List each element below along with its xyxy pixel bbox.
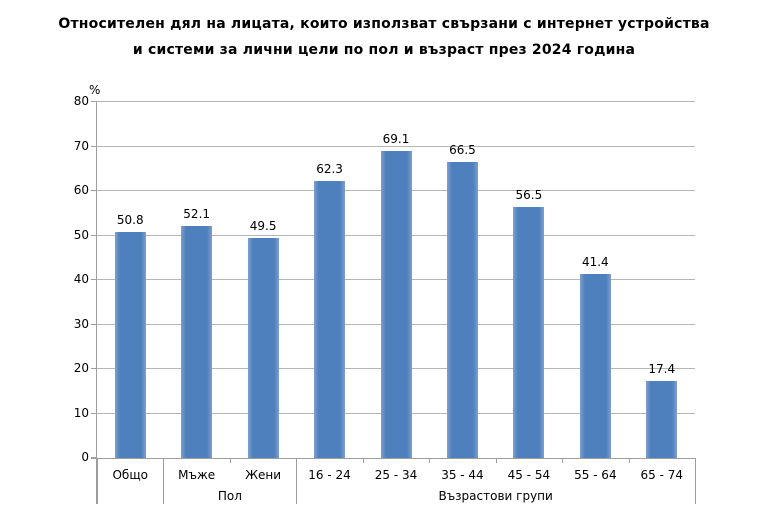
bar-value-label: 62.3: [316, 161, 343, 176]
x-category-label: Жени: [245, 468, 282, 482]
bar-value-label: 66.5: [449, 143, 476, 158]
bar: [646, 380, 678, 458]
bar: [181, 226, 213, 458]
y-tick-mark: [91, 234, 97, 236]
y-tick-mark: [91, 145, 97, 147]
bar-value-label: 17.4: [648, 361, 676, 376]
bar: [579, 273, 611, 458]
y-tick-label: 80: [73, 94, 89, 108]
y-gridline: [97, 101, 695, 102]
bar-value-label: 56.5: [515, 187, 543, 202]
y-tick-label: 50: [73, 227, 89, 242]
bar-value-label: 41.4: [581, 254, 609, 269]
y-tick-mark: [91, 457, 97, 458]
x-tick-mark: [429, 458, 431, 463]
bar: [314, 180, 346, 458]
x-category-label: 45 - 54: [507, 468, 551, 482]
x-category-label: Мъже: [178, 468, 216, 482]
chart-title: Относителен дял на лицата, които използв…: [0, 11, 768, 63]
y-tick-label: 30: [73, 316, 89, 331]
group-separator-line: [162, 458, 164, 504]
group-separator-line: [694, 458, 696, 504]
x-category-label: 55 - 64: [574, 468, 617, 482]
bar-value-label: 49.5: [249, 218, 277, 233]
bar-value-label: 69.1: [382, 131, 410, 146]
x-tick-mark: [229, 458, 231, 463]
y-tick-mark: [91, 323, 97, 325]
bar: [513, 206, 545, 458]
y-tick-label: 40: [73, 272, 89, 286]
x-tick-mark: [495, 458, 497, 463]
y-gridline: [97, 145, 695, 147]
chart-title-line1: Относителен дял на лицата, които използв…: [58, 16, 710, 32]
y-tick-label: 10: [73, 405, 89, 420]
x-tick-mark: [628, 458, 630, 463]
y-axis-line: [96, 102, 97, 504]
bar: [380, 150, 412, 458]
x-category-label: 35 - 44: [441, 468, 484, 482]
bar-value-label: 52.1: [183, 207, 211, 222]
y-tick-label: 70: [73, 138, 89, 153]
bar: [114, 231, 146, 458]
y-tick-mark: [91, 279, 97, 280]
y-tick-mark: [91, 368, 97, 369]
x-category-label: 65 - 74: [640, 468, 684, 482]
x-group-label: Пол: [217, 489, 242, 503]
bar-value-label: 50.8: [116, 212, 144, 227]
y-tick-mark: [91, 190, 97, 191]
x-tick-mark: [362, 458, 364, 463]
y-tick-label: 60: [73, 183, 89, 197]
y-tick-mark: [91, 101, 97, 102]
x-group-label: Възрастови групи: [438, 489, 553, 503]
bar: [446, 162, 478, 458]
y-tick-label: 0: [81, 450, 89, 464]
y-axis-unit-label: %: [89, 83, 101, 97]
x-category-label: 25 - 34: [374, 468, 418, 482]
y-tick-label: 20: [73, 361, 89, 375]
x-axis-line: [91, 458, 695, 459]
y-tick-mark: [91, 412, 97, 414]
group-separator-line: [96, 458, 98, 504]
group-separator-line: [295, 458, 297, 504]
bar: [247, 237, 279, 458]
x-tick-mark: [562, 458, 564, 463]
chart-title-line2: и системи за лични цели по пол и възраст…: [132, 42, 636, 58]
x-category-label: Общо: [112, 468, 148, 482]
x-category-label: 16 - 24: [308, 468, 351, 482]
